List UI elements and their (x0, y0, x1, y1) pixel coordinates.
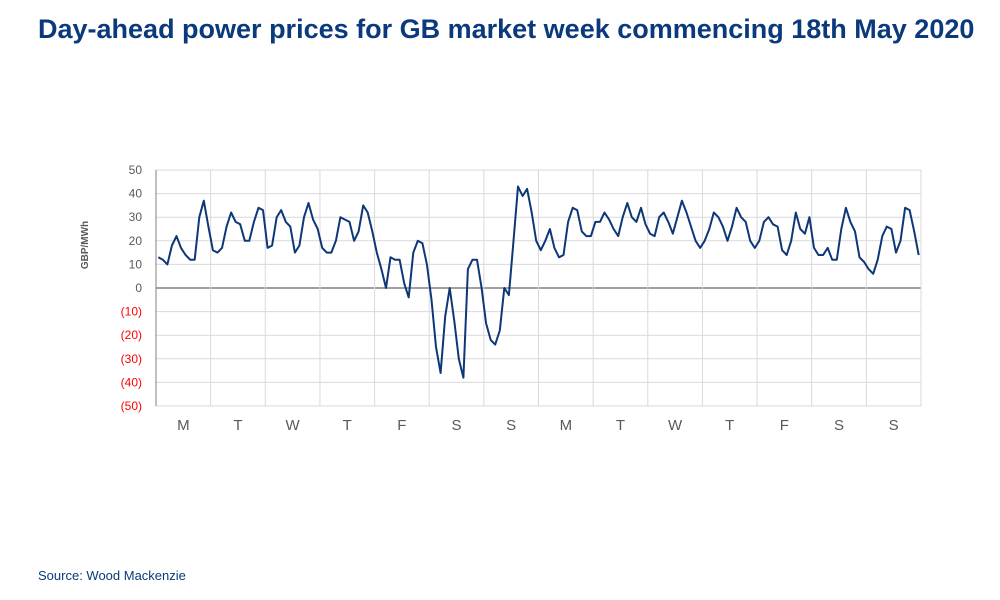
x-tick-label: F (780, 417, 789, 434)
y-tick-label: 30 (129, 210, 143, 224)
x-tick-label: S (889, 417, 899, 434)
y-tick-label: (50) (121, 399, 142, 413)
source-note: Source: Wood Mackenzie (38, 568, 186, 583)
y-tick-label: (20) (121, 328, 142, 342)
x-tick-label: T (233, 417, 242, 434)
y-tick-label: 40 (129, 187, 143, 201)
y-tick-label: 20 (129, 234, 143, 248)
chart-title: Day-ahead power prices for GB market wee… (38, 14, 975, 44)
x-tick-label: S (834, 417, 844, 434)
y-axis-label: GBP/MWh (80, 221, 91, 269)
y-tick-label: (40) (121, 375, 142, 389)
series-line (157, 185, 920, 379)
x-tick-label: S (452, 417, 462, 434)
y-tick-label: (30) (121, 352, 142, 366)
x-tick-label: M (177, 417, 190, 434)
y-tick-label: 0 (135, 281, 142, 295)
x-tick-label: W (668, 417, 683, 434)
grid (155, 169, 922, 407)
y-tick-label: 10 (129, 257, 143, 271)
x-tick-label: T (343, 417, 352, 434)
x-tick-label: T (725, 417, 734, 434)
x-tick-label: S (506, 417, 516, 434)
x-tick-label: T (616, 417, 625, 434)
x-tick-label: F (397, 417, 406, 434)
y-axis-ticks: 50 40 30 20 10 0 (10) (20) (30) (40) (50) (121, 163, 143, 413)
x-tick-label: W (286, 417, 301, 434)
x-tick-label: M (560, 417, 573, 434)
y-tick-label: 50 (129, 163, 143, 177)
y-tick-label: (10) (121, 305, 142, 319)
